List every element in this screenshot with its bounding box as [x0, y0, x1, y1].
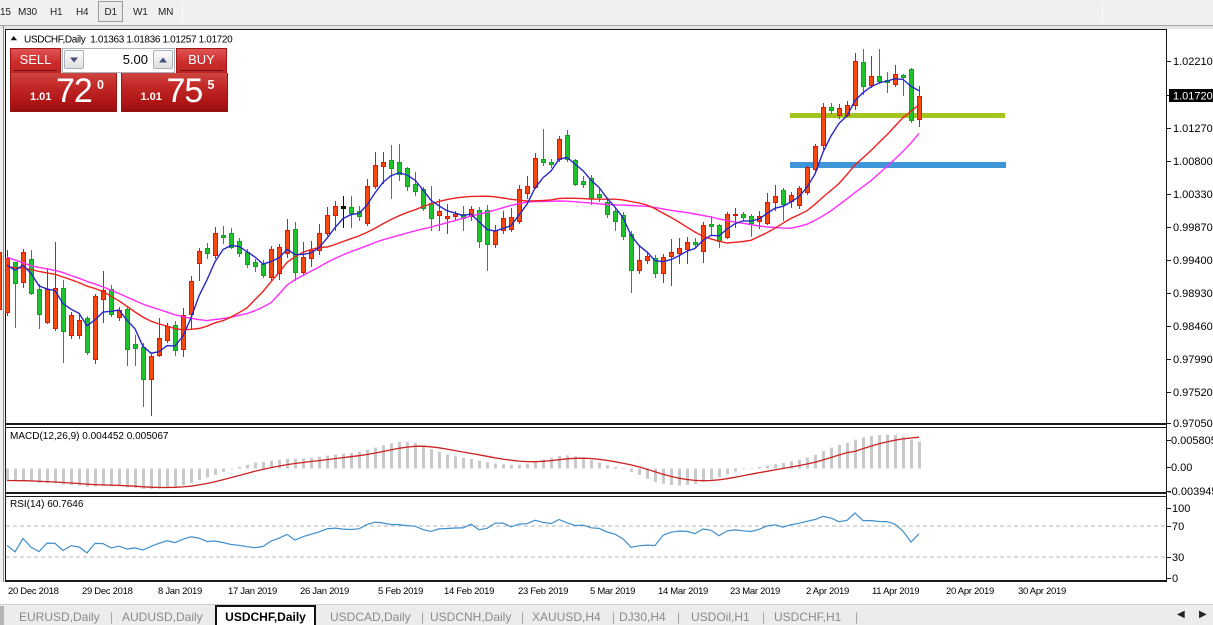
svg-text:0.97050: 0.97050: [1173, 418, 1213, 430]
svg-text:0.97520: 0.97520: [1173, 387, 1213, 399]
svg-text:70: 70: [1172, 521, 1184, 533]
svg-text:1.01720: 1.01720: [1173, 91, 1213, 103]
svg-text:20 Dec 2018: 20 Dec 2018: [8, 586, 59, 597]
svg-text:29 Dec 2018: 29 Dec 2018: [82, 586, 133, 597]
svg-text:0.00: 0.00: [1171, 462, 1192, 474]
svg-text:14 Mar 2019: 14 Mar 2019: [658, 586, 708, 597]
svg-text:USDCHF,Daily 1.01363 1.01836: USDCHF,Daily 1.01363 1.01836 1.01257 1.0…: [24, 35, 233, 46]
svg-text:RSI(14) 60.7646: RSI(14) 60.7646: [10, 499, 84, 510]
svg-text:1.00330: 1.00330: [1173, 189, 1213, 201]
svg-text:1.00800: 1.00800: [1173, 156, 1213, 168]
svg-text:26 Jan 2019: 26 Jan 2019: [300, 586, 349, 597]
svg-text:0.99400: 0.99400: [1173, 255, 1213, 267]
svg-text:0.99870: 0.99870: [1173, 222, 1213, 234]
svg-text:17 Jan 2019: 17 Jan 2019: [228, 586, 277, 597]
svg-text:0: 0: [1172, 573, 1178, 585]
svg-text:-0.003945: -0.003945: [1168, 486, 1213, 498]
svg-text:2 Apr 2019: 2 Apr 2019: [806, 586, 849, 597]
svg-text:14 Feb 2019: 14 Feb 2019: [444, 586, 494, 597]
svg-text:30 Apr 2019: 30 Apr 2019: [1018, 586, 1066, 597]
svg-text:0.98930: 0.98930: [1173, 288, 1213, 300]
svg-text:5 Feb 2019: 5 Feb 2019: [378, 586, 423, 597]
svg-text:8 Jan 2019: 8 Jan 2019: [158, 586, 202, 597]
svg-text:1.01270: 1.01270: [1173, 123, 1213, 135]
svg-text:23 Mar 2019: 23 Mar 2019: [730, 586, 780, 597]
svg-text:0.97990: 0.97990: [1173, 354, 1213, 366]
svg-text:0.005805: 0.005805: [1171, 435, 1213, 447]
svg-text:MACD(12,26,9) 0.004452 0.00506: MACD(12,26,9) 0.004452 0.005067: [10, 431, 169, 442]
svg-text:20 Apr 2019: 20 Apr 2019: [946, 586, 994, 597]
svg-text:23 Feb 2019: 23 Feb 2019: [518, 586, 568, 597]
svg-text:11 Apr 2019: 11 Apr 2019: [872, 586, 919, 597]
svg-text:30: 30: [1172, 552, 1184, 564]
svg-text:0.98460: 0.98460: [1173, 321, 1213, 333]
svg-text:1.02210: 1.02210: [1173, 56, 1213, 68]
svg-text:100: 100: [1172, 503, 1190, 515]
svg-text:5 Mar 2019: 5 Mar 2019: [590, 586, 635, 597]
